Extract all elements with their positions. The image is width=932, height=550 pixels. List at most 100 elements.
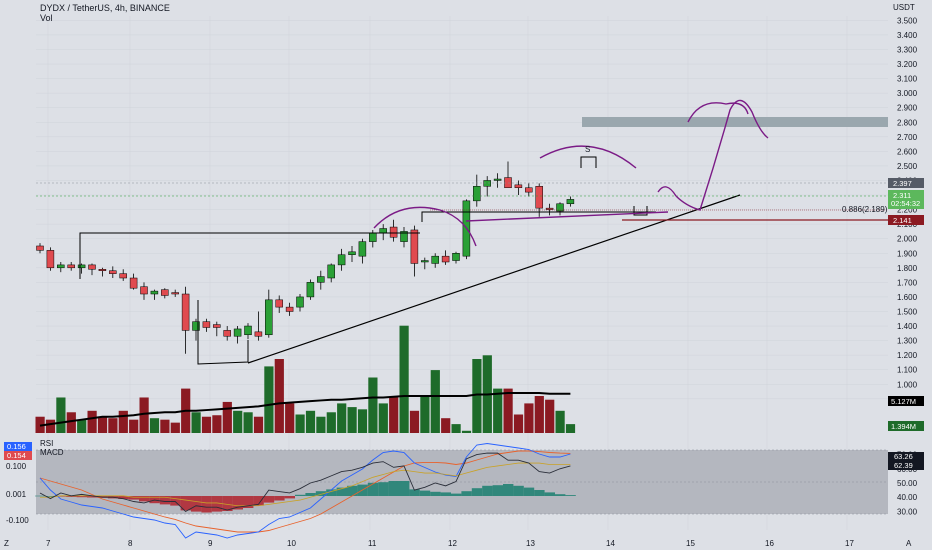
candle (452, 251, 460, 264)
macd-hist-bar (191, 496, 202, 512)
time-tick-label: 7 (46, 539, 51, 548)
macd-hist-bar (492, 485, 503, 496)
macd-hist-bar (451, 493, 462, 496)
fib-label: 0.886(2.189) (842, 205, 888, 214)
candle-body (421, 260, 429, 263)
candle (535, 183, 543, 217)
macd-hist-bar (409, 489, 420, 496)
macd-hist-bar (55, 496, 67, 497)
volume-bar (233, 410, 243, 433)
volume-bar (430, 370, 440, 433)
candle (181, 286, 190, 354)
macd-tick-label: 0.001 (6, 490, 27, 499)
time-tick-label: 12 (448, 539, 457, 548)
consolidation-bracket (633, 206, 648, 216)
tag-macd-b: 0.154 (4, 451, 32, 460)
candle (545, 203, 554, 216)
macd-signal-line (39, 450, 571, 533)
candle-body (296, 296, 304, 308)
time-tick-label: 11 (368, 539, 377, 548)
candle-body (254, 331, 263, 337)
volume-bar (56, 397, 66, 433)
volume-bar (357, 409, 368, 433)
price-tick-label: 3.100 (897, 75, 918, 84)
candle-body (514, 184, 523, 189)
macd-hist-bar (149, 496, 160, 504)
volume-bar (399, 325, 409, 433)
candle (504, 161, 512, 189)
candle-body (431, 255, 439, 264)
volume-bar (118, 410, 128, 433)
macd-hist-bar (232, 496, 243, 510)
macd-hist-bar (399, 481, 410, 496)
candle-body (556, 203, 564, 212)
price-tick-label: 3.000 (897, 89, 918, 98)
macd-hist-bar (222, 496, 233, 511)
candle (525, 183, 533, 197)
currency-label: USDT (893, 3, 915, 12)
svg-text:62.39: 62.39 (894, 461, 913, 470)
candle (327, 263, 335, 283)
volume-bar (160, 419, 170, 433)
price-tick-label: 2.700 (897, 133, 918, 142)
macd-hist-bar (263, 496, 275, 503)
volume-bar (129, 419, 139, 433)
tag-rsi-a: 63.26 (888, 452, 924, 461)
price-tick-label: 2.000 (897, 235, 918, 244)
price-tick-label: 3.400 (897, 31, 918, 40)
chart-title: DYDX / TetherUS, 4h, BINANCE (40, 3, 170, 13)
time-axis[interactable]: 7 8 9 10 11 12 13 14 15 16 17 (46, 539, 854, 548)
candle (77, 263, 86, 274)
candle-body (317, 276, 325, 283)
price-tick-label: 1.300 (897, 337, 918, 346)
price-tick-label: 1.700 (897, 278, 918, 287)
volume-bar (170, 422, 180, 433)
candle-body (285, 306, 294, 312)
price-tick-label: 3.200 (897, 60, 918, 69)
volume-bar (451, 424, 461, 433)
oscillator-lines (39, 443, 571, 539)
corner-z[interactable]: Z (4, 539, 9, 548)
purple-arc-left (373, 206, 477, 247)
volume-bar (378, 403, 388, 433)
volume-bar (493, 388, 503, 433)
candle-body (525, 187, 533, 193)
macd-hist-bar (482, 485, 493, 496)
resistance-zone (582, 117, 888, 127)
s-marker-label: S (585, 145, 590, 154)
candle-body (348, 251, 356, 255)
svg-text:1.394M: 1.394M (891, 422, 916, 431)
rsi-bands (36, 449, 888, 515)
candle-body (504, 177, 512, 189)
macd-hist-bar (253, 496, 264, 506)
svg-text:2.397: 2.397 (893, 179, 912, 188)
tag-volume-ma: 5.127M (888, 396, 924, 406)
corner-a[interactable]: A (906, 539, 912, 548)
macd-hist-bar (555, 494, 566, 496)
price-tick-label: 1.200 (897, 351, 918, 360)
macd-indicator-label: MACD (40, 448, 64, 457)
candle-body (150, 290, 159, 295)
macd-hist-bar (243, 496, 254, 508)
candle-body (233, 328, 242, 337)
volume-bar (201, 416, 212, 433)
candle-body (389, 226, 398, 238)
price-tick-label: 3.300 (897, 45, 918, 54)
low-bracket (197, 300, 249, 365)
macd-hist-bar (139, 496, 150, 502)
volume-bar (420, 396, 430, 433)
volume-bar (316, 416, 326, 433)
rsi-line (39, 452, 571, 513)
price-tick-label: 1.600 (897, 293, 918, 302)
macd-hist-bar (388, 481, 399, 496)
candle-body (337, 254, 346, 266)
price-tick-label: 2.800 (897, 118, 918, 127)
time-tick-label: 17 (845, 539, 854, 548)
candle-body (57, 264, 65, 269)
time-tick-label: 9 (208, 539, 213, 548)
candle-body (493, 178, 502, 181)
candle-body (535, 186, 543, 209)
macd-hist-bar (315, 491, 327, 496)
volume-bar (243, 412, 253, 433)
